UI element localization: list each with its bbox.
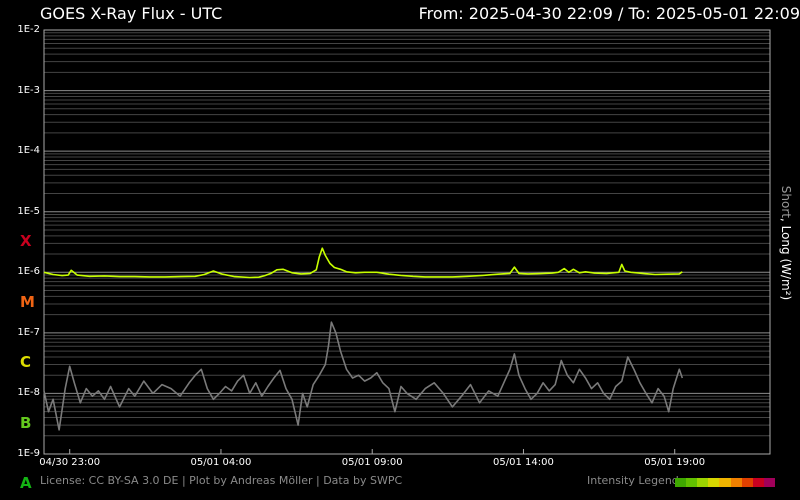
y-tick-label: 1E-8 xyxy=(17,387,40,399)
y-tick-label: 1E-7 xyxy=(17,326,40,338)
x-tick-label: 04/30 23:00 xyxy=(39,457,101,468)
flare-class-x: X xyxy=(20,232,32,250)
footer-credits: License: CC BY-SA 3.0 DE | Plot by Andre… xyxy=(40,474,403,487)
y-tick-label: 1E-3 xyxy=(17,84,40,96)
intensity-swatch xyxy=(741,478,753,487)
series-long-line xyxy=(43,247,683,279)
y-tick-label: 1E-4 xyxy=(17,145,40,157)
plot-frame xyxy=(43,29,771,455)
intensity-swatch xyxy=(763,478,775,487)
x-tick-label: 05/01 04:00 xyxy=(190,457,252,468)
y-tick-label: 1E-5 xyxy=(17,205,40,217)
flare-class-c: C xyxy=(20,353,32,372)
chart-title: GOES X-Ray Flux - UTC xyxy=(40,4,223,23)
intensity-swatch xyxy=(719,478,731,487)
time-range: From: 2025-04-30 22:09 / To: 2025-05-01 … xyxy=(418,4,800,23)
intensity-swatch xyxy=(686,478,698,487)
intensity-swatch xyxy=(675,478,687,487)
y-tick-label: 1E-6 xyxy=(17,266,40,278)
x-tick-label: 05/01 19:00 xyxy=(644,457,706,468)
intensity-legend-label: Intensity Legend xyxy=(587,474,679,487)
intensity-swatch xyxy=(730,478,742,487)
y-tick-label: 1E-2 xyxy=(17,24,40,35)
x-tick-label: 05/01 14:00 xyxy=(493,457,554,468)
x-tick-label: 05/01 09:00 xyxy=(341,457,403,468)
y-tick-label: 1E-9 xyxy=(17,448,40,459)
series-short-line xyxy=(43,321,684,431)
flare-class-m: M xyxy=(20,292,35,311)
intensity-swatch xyxy=(708,478,720,487)
intensity-legend-bar xyxy=(675,478,775,487)
intensity-swatch xyxy=(697,478,709,487)
flare-class-b: B xyxy=(20,413,32,432)
flare-class-a: A xyxy=(20,474,32,493)
intensity-swatch xyxy=(752,478,764,487)
y-axis-label: Short, Long (W/m²) xyxy=(779,185,793,301)
